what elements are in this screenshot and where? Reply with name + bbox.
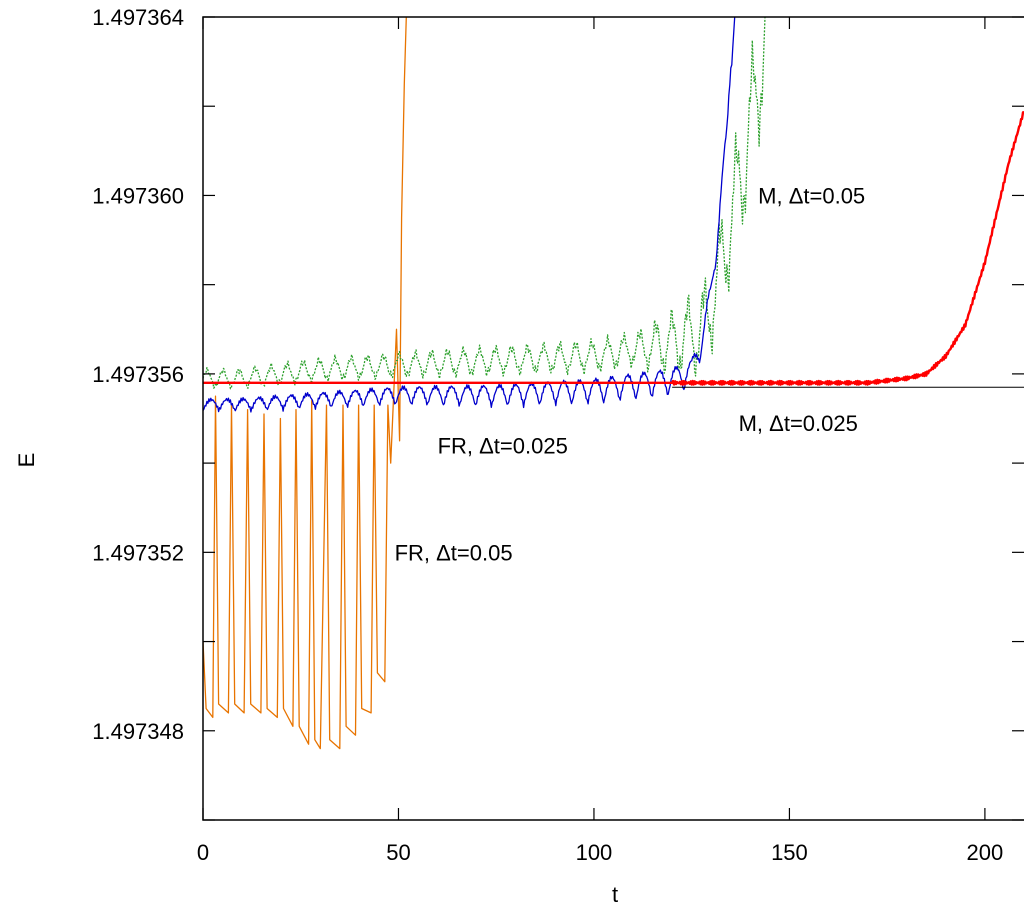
series-line-3 [203, 111, 1024, 386]
series-annotation: FR, Δt=0.025 [438, 433, 568, 458]
plot-frame [202, 16, 1024, 821]
x-tick-label: 200 [967, 840, 1004, 865]
series-annotation: M, Δt=0.025 [739, 411, 858, 436]
y-axis-title: E [14, 453, 39, 468]
annotations: M, Δt=0.05 FR, Δt=0.025 M, Δt=0.025 FR, Δt=… [395, 183, 866, 565]
series-line-2 [203, 17, 736, 413]
series-line-0 [203, 17, 407, 750]
x-tick-label: 150 [771, 840, 808, 865]
y-tick-label: 1.497348 [92, 719, 184, 744]
ticks-layer [202, 16, 1024, 821]
series-layer [203, 17, 1024, 750]
x-tick-label: 50 [386, 840, 410, 865]
y-tick-label: 1.497352 [92, 540, 184, 565]
x-tick-label: 0 [197, 840, 209, 865]
y-tick-label: 1.497356 [92, 362, 184, 387]
x-tick-label: 100 [576, 840, 613, 865]
series-line-1 [203, 17, 766, 390]
x-axis-title: t [612, 882, 618, 907]
series-annotation: FR, Δt=0.05 [395, 540, 513, 565]
series-annotation: M, Δt=0.05 [758, 183, 865, 208]
y-tick-label: 1.497364 [92, 5, 184, 30]
y-tick-label: 1.497360 [92, 183, 184, 208]
tick-labels: 0 50 100 150 200 1.497348 1.497352 1.497356 1.49… [92, 5, 1003, 865]
